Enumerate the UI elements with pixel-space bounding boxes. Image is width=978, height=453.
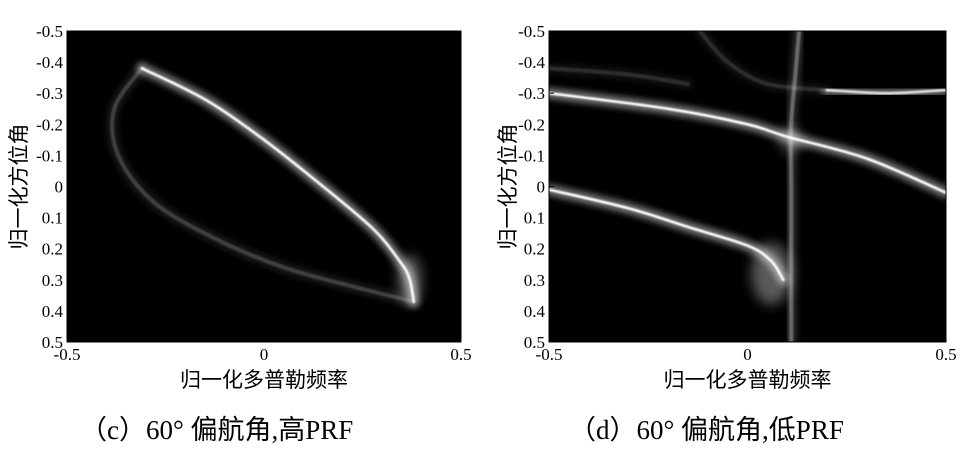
y-tick-label: 0.3 bbox=[524, 271, 545, 290]
y-tick-label: -0.1 bbox=[518, 146, 545, 165]
heatmap-chart-c: -0.5-0.4-0.3-0.2-0.100.10.20.30.40.5-0.5… bbox=[7, 22, 472, 392]
y-tick-label: 0.1 bbox=[524, 209, 545, 228]
heatmap-content bbox=[549, 31, 946, 342]
y-tick-label: -0.2 bbox=[36, 115, 63, 134]
plot-background bbox=[549, 31, 946, 342]
y-tick-label: 0 bbox=[55, 178, 64, 197]
chart-panel-d: -0.5 -0.4 -0.3 -0.2 -0.1 0 0.1 0.2 0.3 0.4 0.5 -0.5… bbox=[489, 0, 978, 453]
ridge-curve-4 bbox=[694, 31, 833, 96]
y-tick-label: 0 bbox=[537, 178, 546, 197]
y-tick-label: -0.5 bbox=[518, 22, 545, 41]
x-tick-label: 0 bbox=[260, 345, 269, 364]
caption-d: （d）60° 偏航角,低PRF bbox=[569, 415, 844, 445]
ridge-curve-5 bbox=[549, 62, 694, 90]
ridge-curve-1 bbox=[106, 62, 420, 308]
y-tick-label: -0.1 bbox=[36, 146, 63, 165]
y-tick-label: 0.3 bbox=[42, 271, 63, 290]
chart-panel-c: -0.5 -0.4 -0.3 -0.2 -0.1 0 0.1 0.2 0.3 0.4 0.5 -0.5… bbox=[7, 22, 472, 445]
ridge-curve-0 bbox=[136, 62, 420, 308]
y-tick-label: -0.3 bbox=[518, 84, 545, 103]
caption-c: （c）60° 偏航角,高PRF bbox=[80, 415, 354, 445]
y-tick-label: 0.4 bbox=[42, 302, 64, 321]
y-tick-label: -0.3 bbox=[36, 84, 63, 103]
y-tick-label: -0.5 bbox=[36, 22, 63, 41]
y-tick-label: 0.1 bbox=[42, 209, 63, 228]
ridge-curve-3 bbox=[785, 31, 805, 342]
ridge-curve-2 bbox=[821, 84, 946, 99]
x-tick-label: 0.5 bbox=[450, 345, 471, 364]
y-tick-label: -0.4 bbox=[518, 53, 545, 72]
x-tick-label: 0.5 bbox=[935, 345, 956, 364]
y-tick-label: 0.4 bbox=[524, 302, 546, 321]
x-tick-label: -0.5 bbox=[536, 345, 563, 364]
y-axis-label: 归一化方位角 bbox=[7, 124, 31, 250]
heatmap-chart-d: -0.5-0.4-0.3-0.2-0.100.10.20.30.40.5-0.5… bbox=[496, 22, 957, 392]
ridge-curve-0 bbox=[549, 87, 946, 199]
y-tick-label: -0.2 bbox=[518, 115, 545, 134]
heatmap-content bbox=[106, 62, 422, 308]
x-tick-label: 0 bbox=[743, 345, 752, 364]
y-tick-label: 0.2 bbox=[42, 240, 63, 259]
y-tick-label: 0.2 bbox=[524, 240, 545, 259]
x-tick-label: -0.5 bbox=[54, 345, 81, 364]
y-tick-label: 0.5 bbox=[524, 333, 545, 352]
x-axis-label: 归一化多普勒频率 bbox=[664, 368, 832, 392]
x-axis-label: 归一化多普勒频率 bbox=[180, 368, 348, 392]
y-tick-label: -0.4 bbox=[36, 53, 63, 72]
y-tick-label: 0.5 bbox=[42, 333, 63, 352]
y-axis-label: 归一化方位角 bbox=[496, 124, 520, 250]
ridge-curve-1 bbox=[549, 184, 789, 286]
